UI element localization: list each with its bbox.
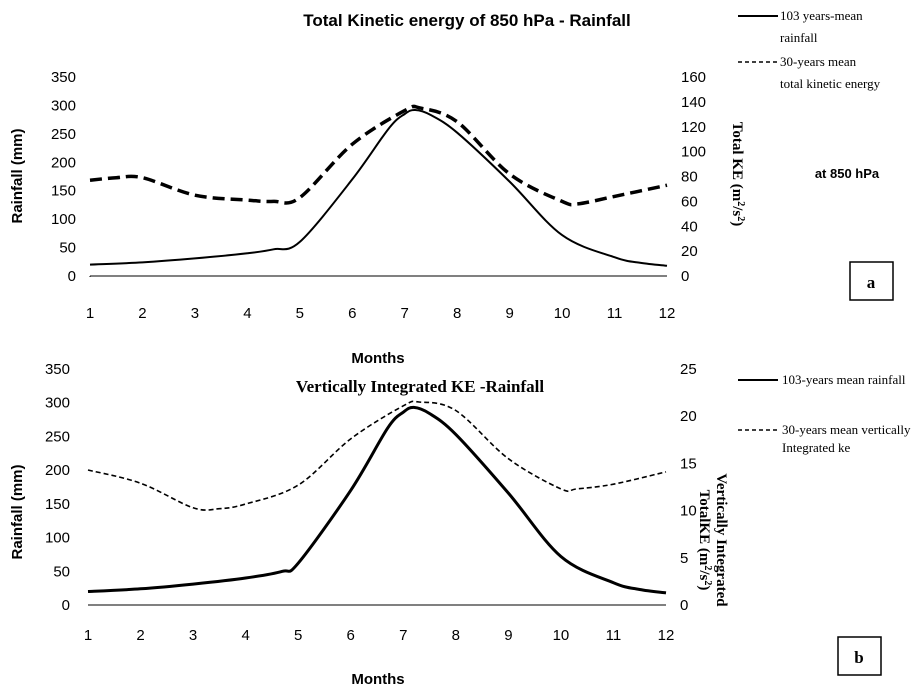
chart-a-right-tick-label: 100: [681, 144, 706, 161]
chart-a-right-tick-label: 140: [681, 94, 706, 111]
chart-a-x-tick-label: 11: [607, 305, 623, 322]
chart-b-right-axis-label-line1: Vertically Integrated: [713, 473, 729, 607]
chart-a-left-tick-labels: 0 50 100 150 200 250 300 350: [51, 69, 76, 285]
chart-a-right-tick-label: 80: [681, 169, 698, 186]
chart-a-right-tick-label: 40: [681, 218, 698, 235]
chart-a-left-tick-label: 100: [51, 211, 76, 228]
chart-a-left-axis-label: Rainfall (mm): [9, 128, 26, 223]
chart-b-x-tick-label: 6: [347, 627, 355, 644]
chart-b-left-tick-label: 250: [45, 428, 70, 445]
chart-a-x-axis-label: Months: [351, 350, 404, 367]
chart-a-series-kinetic-energy-line: [89, 104, 668, 207]
chart-b-right-tick-label: 15: [680, 455, 697, 472]
chart-b-series-vertical-ke-line: [87, 400, 667, 511]
chart-b-left-tick-label: 200: [45, 462, 70, 479]
chart-b-left-tick-label: 50: [53, 563, 70, 580]
chart-b-legend: 103-years mean rainfall 30-years mean ve…: [738, 372, 911, 455]
chart-b-right-tick-labels: 0 5 10 15 20 25: [680, 361, 697, 614]
chart-a-x-tick-label: 5: [296, 305, 304, 322]
chart-b-x-tick-label: 5: [294, 627, 302, 644]
chart-b-x-tick-label: 9: [504, 627, 512, 644]
chart-a-badge-label: a: [867, 273, 876, 292]
chart-b-x-tick-label: 7: [399, 627, 407, 644]
chart-a-badge-box: [849, 261, 894, 301]
chart-a-legend: 103 years-mean rainfall 30-years mean to…: [738, 8, 881, 91]
chart-b-badge-label: b: [854, 648, 863, 667]
chart-b-x-tick-label: 11: [606, 627, 622, 644]
chart-a-legend-rainfall-line1: 103 years-mean: [780, 8, 863, 23]
chart-b-x-axis-label: Months: [351, 671, 404, 687]
chart-b-left-tick-label: 0: [62, 597, 70, 614]
chart-a-x-tick-label: 4: [243, 305, 251, 322]
chart-b: Vertically Integrated KE -Rainfall 05010…: [9, 361, 911, 687]
chart-a-right-tick-label: 60: [681, 193, 698, 210]
chart-b-left-axis-label: Rainfall (mm): [9, 464, 26, 559]
chart-b-legend-ke-line1: 30-years mean vertically: [782, 422, 911, 437]
chart-a-x-tick-label: 7: [401, 305, 409, 322]
chart-a-x-tick-label: 3: [191, 305, 199, 322]
chart-b-x-tick-label: 8: [452, 627, 460, 644]
chart-a-legend-rainfall-line2: rainfall: [780, 30, 818, 45]
chart-b-x-tick-label: 10: [553, 627, 570, 644]
chart-a-legend-ke-line2: total kinetic energy: [780, 76, 881, 91]
chart-b-left-tick-label: 350: [45, 361, 70, 378]
chart-a-x-tick-label: 6: [348, 305, 356, 322]
chart-a-annotation: at 850 hPa: [815, 166, 880, 181]
chart-a-x-tick-label: 1: [86, 305, 94, 322]
chart-b-left-tick-labels: 0 50 100 150 200 250 300 350: [45, 361, 70, 614]
chart-a-badge: a: [849, 261, 894, 301]
chart-b-right-tick-label: 5: [680, 550, 688, 567]
chart-b-x-tick-label: 3: [189, 627, 197, 644]
chart-a-left-tick-label: 150: [51, 183, 76, 200]
chart-b-right-tick-label: 10: [680, 503, 697, 520]
chart-b-right-axis-label-line2: TotalKE (m2/s2): [696, 490, 714, 591]
chart-a-left-tick-label: 0: [68, 268, 76, 285]
chart-b-title: Vertically Integrated KE -Rainfall: [296, 377, 544, 396]
chart-b-x-tick-label: 2: [136, 627, 144, 644]
chart-b-left-tick-label: 300: [45, 395, 70, 412]
chart-a-right-tick-label: 120: [681, 119, 706, 136]
chart-b-x-tick-label: 12: [658, 627, 675, 644]
chart-b-badge: b: [837, 636, 882, 676]
chart-a-right-tick-labels: 0 20 40 60 80 100 120 140 160: [681, 69, 706, 285]
chart-a-axes: [89, 275, 667, 277]
chart-b-legend-rainfall-label: 103-years mean rainfall: [782, 372, 906, 387]
chart-a-left-tick-label: 200: [51, 154, 76, 171]
chart-b-left-tick-label: 150: [45, 496, 70, 513]
chart-b-x-tick-labels: 1 2 3 4 5 6 7 8 9 10 11 12: [84, 627, 675, 644]
chart-b-legend-ke-line2: Integrated ke: [782, 440, 850, 455]
chart-a-left-tick-label: 300: [51, 97, 76, 114]
chart-a-left-tick-label: 250: [51, 126, 76, 143]
chart-a-right-tick-label: 20: [681, 243, 698, 260]
chart-b-right-tick-label: 20: [680, 408, 697, 425]
chart-a-x-tick-label: 9: [505, 305, 513, 322]
chart-a-x-tick-labels: 1 2 3 4 5 6 7 8 9 10 11 12: [86, 305, 676, 322]
chart-b-right-tick-label: 25: [680, 361, 697, 378]
chart-a-left-tick-label: 350: [51, 69, 76, 86]
chart-a-right-axis-label: Total KE (m2/s2): [729, 122, 747, 226]
chart-a-right-tick-label: 0: [681, 268, 689, 285]
chart-b-left-tick-label: 100: [45, 530, 70, 547]
chart-b-badge-box: [837, 636, 882, 676]
chart-b-x-tick-label: 1: [84, 627, 92, 644]
chart-a: Total Kinetic energy of 850 hPa - Rainfa…: [9, 8, 894, 367]
chart-b-right-tick-label: 0: [680, 597, 688, 614]
chart-a-x-tick-label: 12: [659, 305, 676, 322]
chart-a-x-tick-label: 10: [554, 305, 571, 322]
chart-a-legend-ke-line1: 30-years mean: [780, 54, 857, 69]
chart-a-left-tick-label: 50: [59, 240, 76, 257]
chart-a-x-tick-label: 2: [138, 305, 146, 322]
chart-a-right-tick-label: 160: [681, 69, 706, 86]
chart-a-title: Total Kinetic energy of 850 hPa - Rainfa…: [303, 11, 630, 30]
chart-a-x-tick-label: 8: [453, 305, 461, 322]
chart-a-series-rainfall-line: [89, 108, 668, 267]
chart-b-x-tick-label: 4: [241, 627, 249, 644]
chart-b-series-rainfall-line: [87, 405, 667, 595]
